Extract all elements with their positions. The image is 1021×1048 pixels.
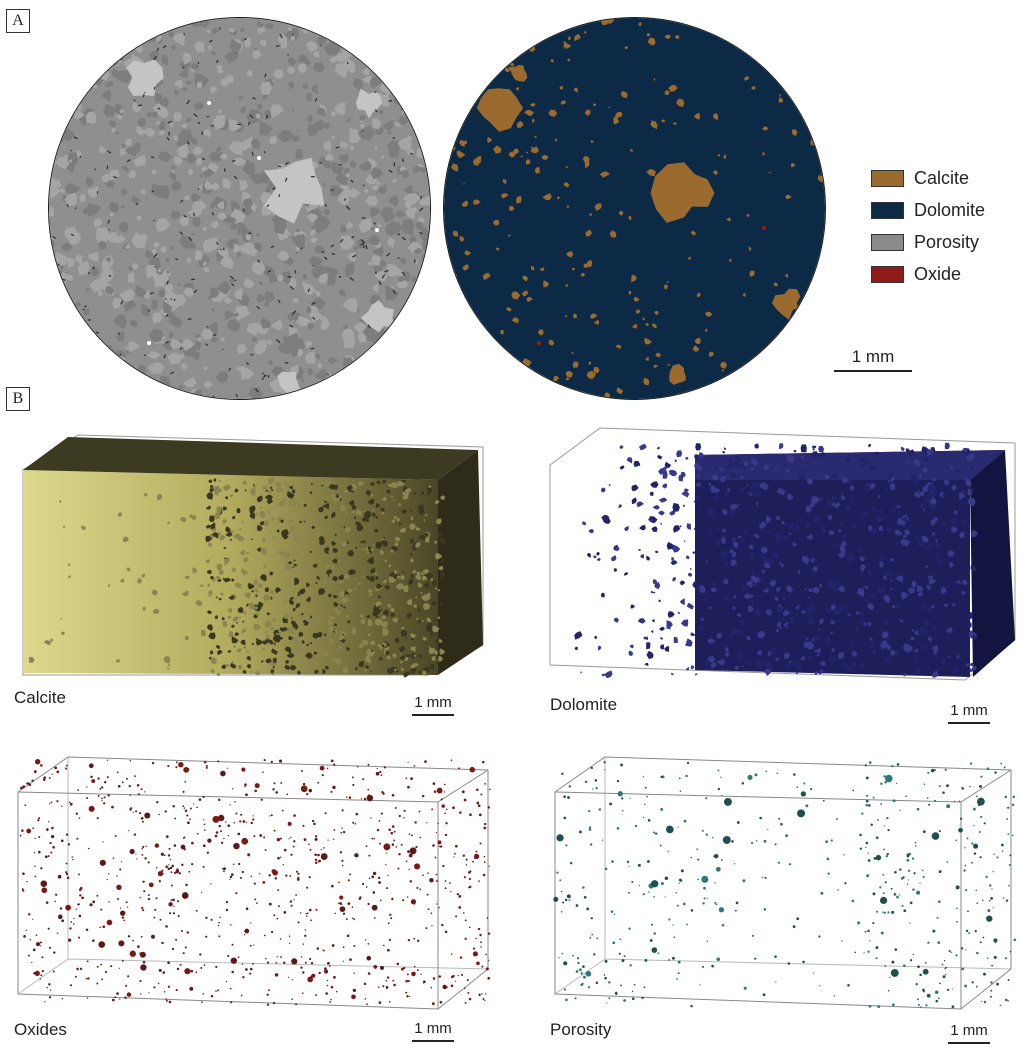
legend-label: Calcite <box>914 167 970 188</box>
legend-label: Porosity <box>914 231 980 252</box>
grayscale-ct-slice <box>48 17 431 400</box>
legend-item-porosity: Porosity <box>871 226 985 258</box>
legend-label: Oxide <box>914 263 962 284</box>
scale-bar-a: 1 mm <box>834 347 912 372</box>
scale-bar-label: 1 mm <box>950 702 988 719</box>
legend-item-calcite: Calcite <box>871 162 985 194</box>
porosity-scale-bar: 1 mm <box>948 1022 990 1044</box>
scale-bar-label: 1 mm <box>851 347 895 366</box>
oxides-3d-render <box>8 752 498 1014</box>
panel-label-a: A <box>6 9 30 33</box>
legend-item-dolomite: Dolomite <box>871 194 985 226</box>
porosity-3d-render <box>545 752 1021 1014</box>
scale-bar-line <box>412 714 454 716</box>
oxides-caption: Oxides <box>14 1020 67 1039</box>
phase-legend: Calcite Dolomite Porosity Oxide <box>871 162 985 290</box>
oxides-scale-bar: 1 mm <box>412 1020 454 1042</box>
scale-bar-line <box>948 1042 990 1044</box>
legend-item-oxide: Oxide <box>871 258 985 290</box>
calcite-scale-bar: 1 mm <box>412 694 454 716</box>
dolomite-swatch <box>871 201 904 219</box>
scale-bar-line <box>834 370 912 372</box>
dolomite-scale-bar: 1 mm <box>948 702 990 724</box>
calcite-caption: Calcite <box>14 688 66 707</box>
panel-label-b: B <box>6 387 30 411</box>
segmented-phase-slice <box>443 17 826 400</box>
oxide-swatch <box>871 265 904 283</box>
scale-bar-line <box>948 722 990 724</box>
legend-label: Dolomite <box>914 199 986 220</box>
porosity-caption: Porosity <box>550 1020 612 1039</box>
calcite-swatch <box>871 169 904 187</box>
scale-bar-label: 1 mm <box>950 1022 988 1039</box>
scale-bar-line <box>412 1040 454 1042</box>
calcite-3d-render <box>8 425 498 680</box>
dolomite-3d-render <box>545 425 1021 687</box>
porosity-swatch <box>871 233 904 251</box>
dolomite-caption: Dolomite <box>550 695 618 714</box>
scale-bar-label: 1 mm <box>414 1020 452 1037</box>
scale-bar-label: 1 mm <box>414 694 452 711</box>
